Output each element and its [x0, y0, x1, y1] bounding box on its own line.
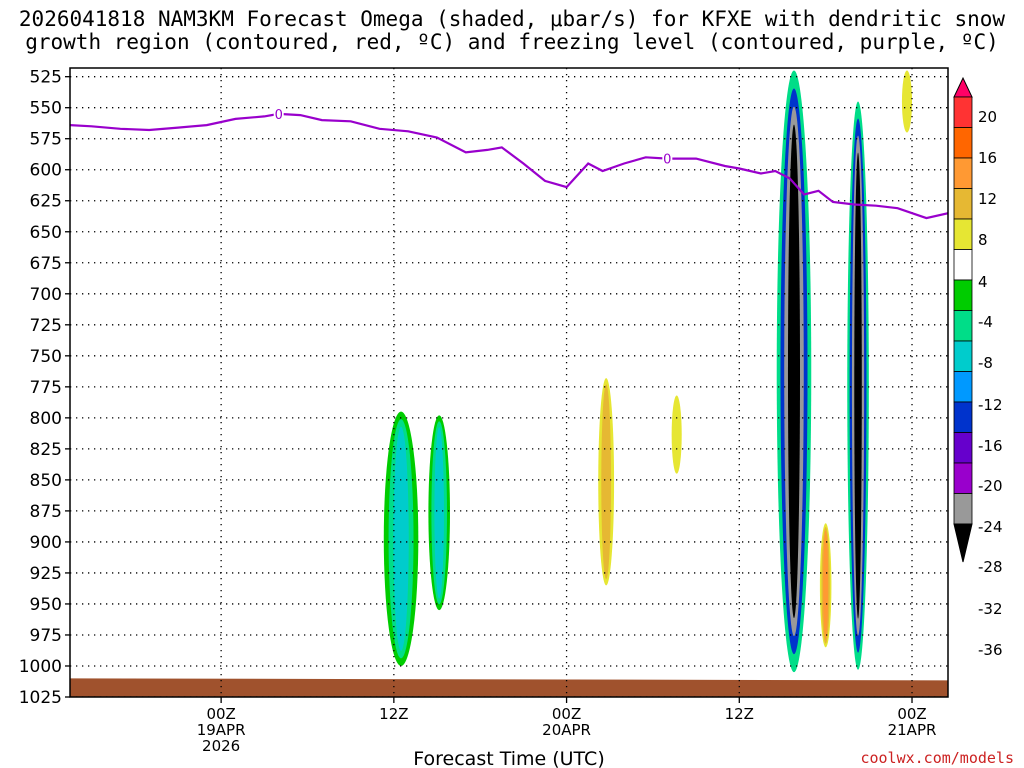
x-tick-label-18-0: 12Z — [379, 705, 408, 723]
colorbar-bottom-arrow — [953, 523, 973, 563]
y-tick-label-725: 725 — [30, 316, 62, 336]
colorbar-segment-9 — [953, 340, 973, 372]
y-tick-label-750: 750 — [30, 347, 62, 367]
x-tick-label-42-0: 12Z — [725, 705, 754, 723]
x-tick-label-30-0: 00Z — [552, 705, 581, 723]
x-tick-label-54-1: 21APR — [888, 721, 937, 739]
y-tick-label-800: 800 — [30, 409, 62, 429]
colorbar-top-arrow — [953, 76, 973, 98]
colorbar-segment-3 — [953, 157, 973, 189]
plot-frame — [69, 67, 949, 698]
colorbar-segment-11 — [953, 401, 973, 433]
y-tick-label-850: 850 — [30, 471, 62, 491]
y-tick-label-525: 525 — [30, 68, 62, 88]
freezing-level-label: 0 — [275, 108, 283, 123]
colorbar-tick-label: 4 — [978, 273, 988, 291]
freezing-level-label: 0 — [663, 153, 671, 168]
y-tick-label-550: 550 — [30, 99, 62, 119]
y-tick-label-700: 700 — [30, 285, 62, 305]
y-tick-label-925: 925 — [30, 564, 62, 584]
colorbar-tick-label: 12 — [978, 190, 997, 208]
omega-cell-3-level-0 — [671, 395, 682, 474]
y-tick-label-650: 650 — [30, 223, 62, 243]
omega-cell-6-level-2 — [823, 530, 829, 640]
colorbar-segment-13 — [953, 462, 973, 494]
y-tick-label-875: 875 — [30, 502, 62, 522]
plot-area: 00 — [70, 68, 948, 697]
colorbar-tick-label: 16 — [978, 149, 997, 167]
y-tick-label-975: 975 — [30, 626, 62, 646]
colorbar-segment-14 — [953, 493, 973, 525]
colorbar: 20 16 12 8 4 -4 -8 -12 -16 -20 -24 -28 -32 -36 — [953, 76, 1003, 659]
x-tick-label-30-1: 20APR — [542, 721, 591, 739]
y-tick-label-625: 625 — [30, 192, 62, 212]
colorbar-tick-label: -32 — [978, 600, 1003, 618]
y-tick-label-600: 600 — [30, 161, 62, 181]
x-axis-title: Forecast Time (UTC) — [413, 748, 604, 768]
y-tick-label-1025: 1025 — [19, 688, 62, 708]
omega-cell-4-level-3 — [787, 124, 800, 619]
colorbar-segment-6 — [953, 249, 973, 281]
omega-cell-5-level-3 — [854, 152, 862, 619]
colorbar-tick-label: -12 — [978, 396, 1003, 414]
omega-cell-1-level-2 — [434, 427, 444, 599]
x-tick-label-6-0: 00Z — [206, 705, 235, 723]
y-tick-label-675: 675 — [30, 254, 62, 274]
colorbar-tick-label: -4 — [978, 313, 993, 331]
y-tick-label-575: 575 — [30, 130, 62, 150]
omega-cell-0-level-2 — [393, 426, 409, 651]
y-tick-label-900: 900 — [30, 533, 62, 553]
x-tick-label-54-0: 00Z — [897, 705, 926, 723]
colorbar-tick-label: -28 — [978, 558, 1003, 576]
colorbar-segment-4 — [953, 188, 973, 220]
y-tick-label-950: 950 — [30, 595, 62, 615]
colorbar-tick-label: -36 — [978, 641, 1003, 659]
colorbar-segment-12 — [953, 432, 973, 464]
colorbar-segment-10 — [953, 371, 973, 403]
colorbar-segment-1 — [953, 96, 973, 128]
x-tick-label-6-1: 19APR — [197, 721, 246, 739]
chart-title-line-2: growth region (contoured, red, ºC) and f… — [25, 30, 999, 54]
omega-cell-2-level-1 — [601, 384, 612, 580]
colorbar-segment-8 — [953, 310, 973, 342]
ground-surface — [70, 678, 948, 697]
x-tick-label-6-2: 2026 — [202, 737, 240, 755]
colorbar-tick-label: -24 — [978, 518, 1003, 536]
colorbar-segment-2 — [953, 127, 973, 159]
colorbar-tick-label: 20 — [978, 108, 997, 126]
y-tick-label-825: 825 — [30, 440, 62, 460]
chart-title-line-1: 2026041818 NAM3KM Forecast Omega (shaded… — [18, 7, 1006, 31]
colorbar-segment-7 — [953, 279, 973, 311]
freezing-level-line — [70, 112, 948, 220]
colorbar-tick-label: -16 — [978, 437, 1003, 455]
colorbar-tick-label: -8 — [978, 354, 993, 372]
colorbar-tick-label: 8 — [978, 231, 988, 249]
y-tick-label-1000: 1000 — [19, 657, 62, 677]
omega-cell-7-level-0 — [901, 70, 913, 133]
y-tick-label-775: 775 — [30, 378, 62, 398]
colorbar-segment-5 — [953, 218, 973, 250]
credit-text: coolwx.com/models — [860, 749, 1014, 767]
colorbar-tick-label: -20 — [978, 477, 1003, 495]
